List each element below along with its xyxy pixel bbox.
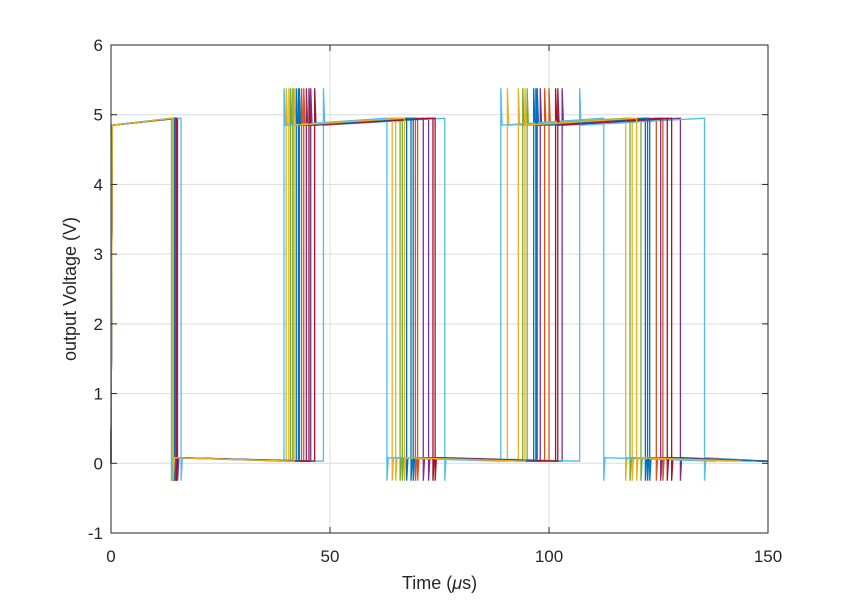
y-tick-label: 1	[94, 385, 103, 404]
y-tick-label: 0	[94, 454, 103, 473]
series-layer	[110, 88, 769, 481]
y-tick-label: 3	[94, 245, 103, 264]
x-axis-label-main: Time (	[402, 573, 452, 593]
x-axis-label-tail: s)	[462, 573, 477, 593]
x-tick-label: 0	[106, 547, 115, 566]
series-line	[110, 88, 769, 481]
y-tick-label: -1	[88, 524, 103, 543]
tick-marks	[110, 44, 769, 534]
series-line	[110, 88, 769, 481]
x-tick-label: 100	[535, 547, 563, 566]
y-axis-label: output Voltage (V)	[60, 217, 80, 361]
y-tick-label: 5	[94, 106, 103, 125]
axes-box	[110, 44, 769, 534]
y-tick-label: 6	[94, 36, 103, 55]
series-line	[110, 88, 769, 481]
series-line	[110, 88, 716, 481]
y-tick-label: 2	[94, 315, 103, 334]
x-tick-label: 150	[754, 547, 782, 566]
series-line	[110, 88, 742, 481]
plot-area-background	[111, 45, 768, 533]
x-axis-label: Time (μs)	[402, 573, 477, 593]
y-tick-label: 4	[94, 175, 103, 194]
x-tick-label: 50	[321, 547, 340, 566]
series-line	[110, 88, 769, 481]
series-line	[110, 88, 769, 481]
x-axis-label-mu: μ	[451, 573, 462, 593]
